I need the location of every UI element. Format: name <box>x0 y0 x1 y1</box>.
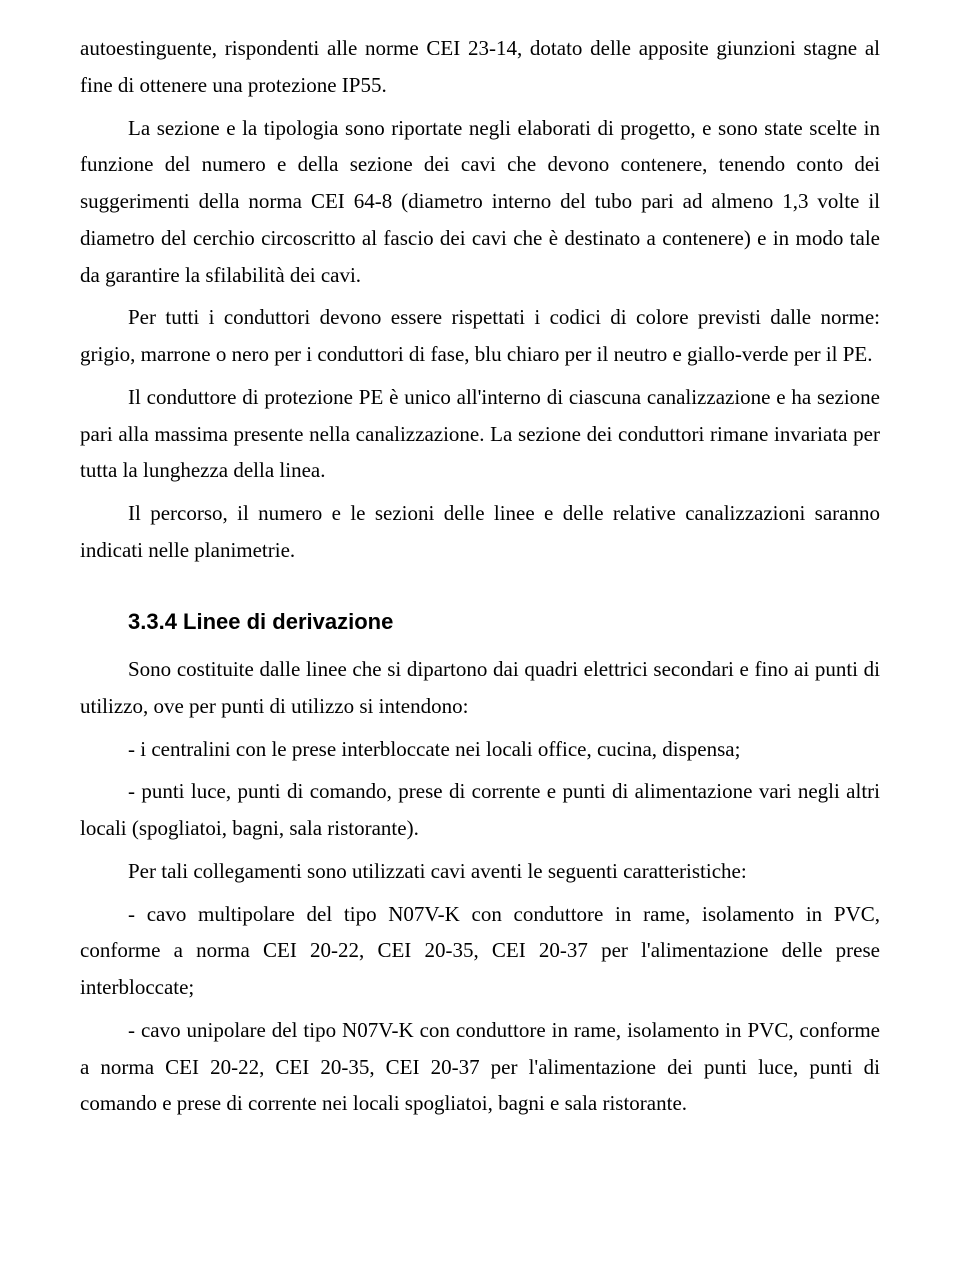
list-item: - punti luce, punti di comando, prese di… <box>80 773 880 847</box>
list-item: - cavo multipolare del tipo N07V-K con c… <box>80 896 880 1006</box>
document-page: autoestinguente, rispondenti alle norme … <box>0 0 960 1276</box>
paragraph: La sezione e la tipologia sono riportate… <box>80 110 880 294</box>
paragraph: Per tali collegamenti sono utilizzati ca… <box>80 853 880 890</box>
paragraph: Per tutti i conduttori devono essere ris… <box>80 299 880 373</box>
paragraph: Sono costituite dalle linee che si dipar… <box>80 651 880 725</box>
list-item: - i centralini con le prese interbloccat… <box>80 731 880 768</box>
paragraph: Il conduttore di protezione PE è unico a… <box>80 379 880 489</box>
paragraph: autoestinguente, rispondenti alle norme … <box>80 30 880 104</box>
list-item: - cavo unipolare del tipo N07V-K con con… <box>80 1012 880 1122</box>
paragraph: Il percorso, il numero e le sezioni dell… <box>80 495 880 569</box>
section-heading: 3.3.4 Linee di derivazione <box>128 603 880 642</box>
